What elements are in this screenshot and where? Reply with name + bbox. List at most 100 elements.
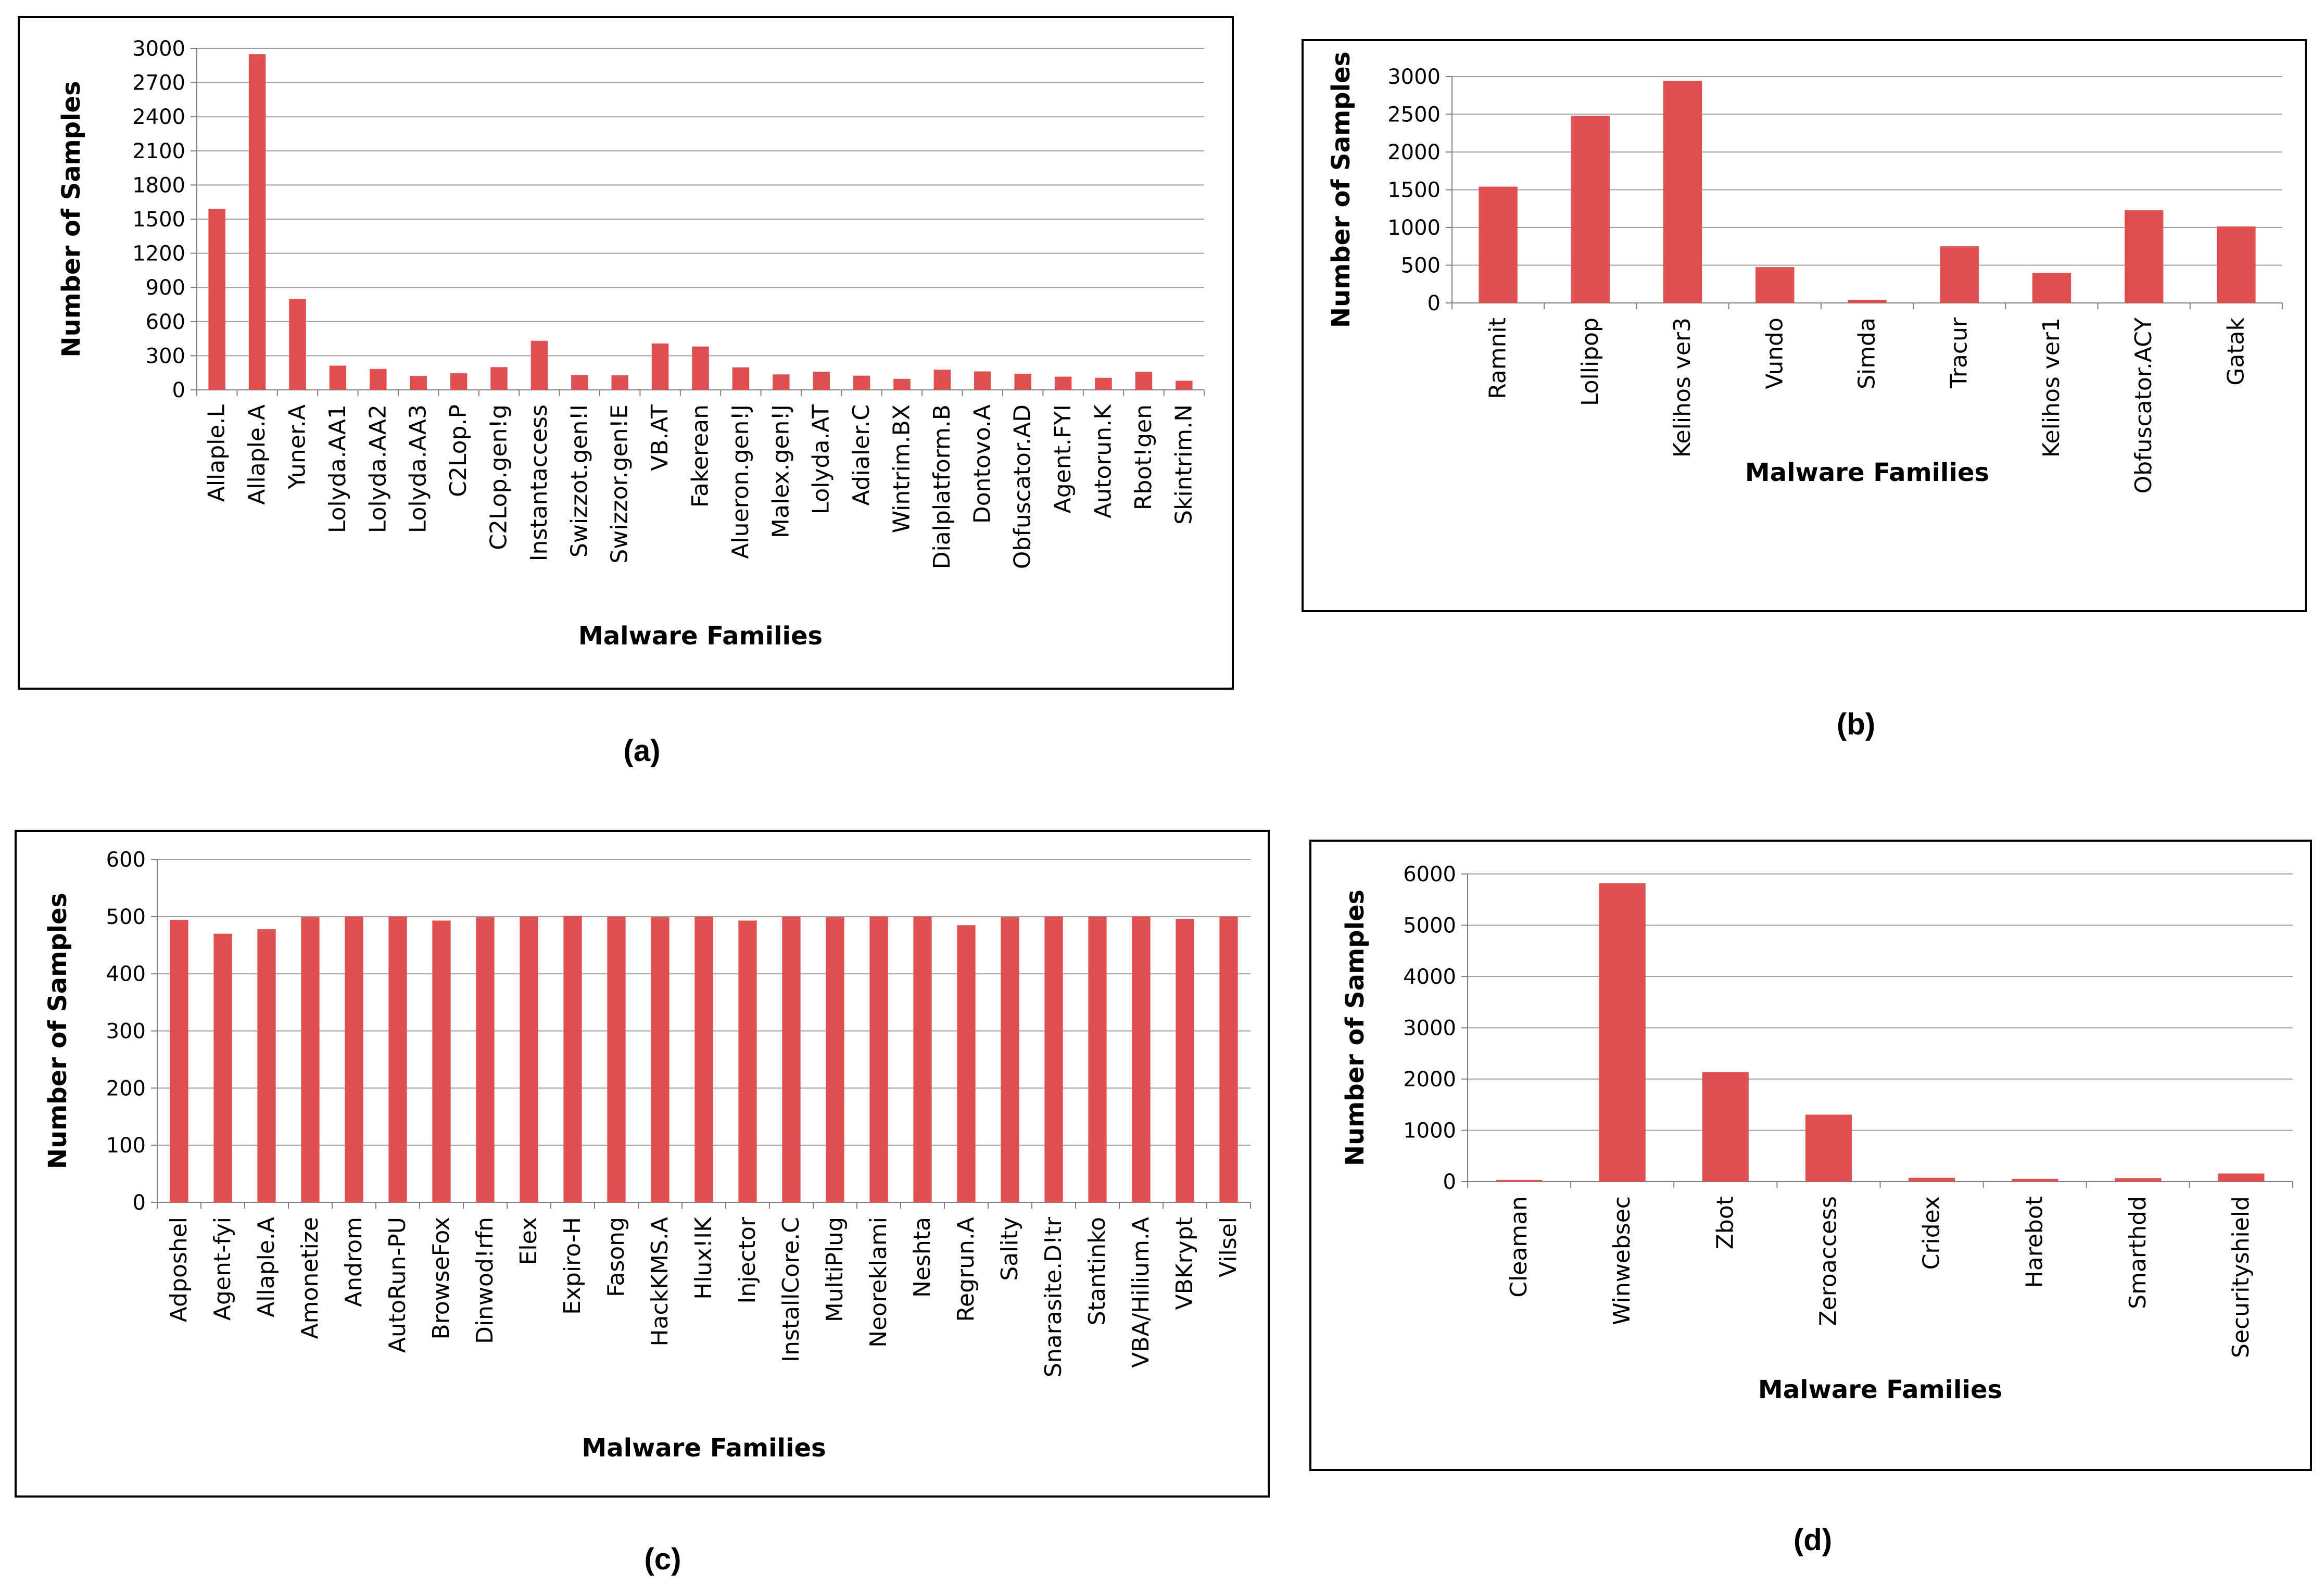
- bar-c-12: [694, 916, 713, 1202]
- category-label-a: Agent.FYI: [1050, 404, 1076, 513]
- bar-b-3: [1755, 267, 1795, 303]
- category-label-c: AutoRun-PU: [384, 1217, 411, 1353]
- bar-b-1: [1571, 116, 1610, 303]
- bar-d-1: [1599, 883, 1646, 1182]
- bar-b-6: [2032, 273, 2072, 303]
- category-label-c: Allaple.A: [253, 1217, 280, 1317]
- x-axis-title-d: Malware Families: [1758, 1375, 2002, 1404]
- y-tick-label-b: 3000: [1387, 65, 1441, 89]
- category-label-a: Allaple.L: [204, 404, 230, 502]
- bar-a-0: [208, 209, 225, 390]
- category-label-d: Winwebsec: [1609, 1196, 1635, 1325]
- bar-a-9: [571, 375, 588, 390]
- y-tick-label-a: 2700: [132, 71, 185, 95]
- bar-c-7: [476, 917, 495, 1202]
- bar-c-15: [826, 917, 844, 1202]
- category-label-a: Lolyda.AT: [808, 404, 835, 514]
- category-label-c: InstallCore.C: [778, 1217, 804, 1362]
- category-label-c: Androm: [340, 1217, 367, 1307]
- bar-b-8: [2217, 226, 2256, 303]
- category-label-b: Kelihos ver1: [2038, 318, 2065, 458]
- bar-a-2: [289, 299, 306, 390]
- bar-a-12: [692, 346, 709, 390]
- category-label-a: Swizzot.gen!I: [566, 404, 592, 557]
- caption-b: (b): [1836, 707, 1876, 741]
- category-label-c: Vilsel: [1215, 1217, 1242, 1277]
- y-tick-label-c: 0: [133, 1191, 146, 1215]
- category-label-d: Cleaman: [1506, 1196, 1532, 1298]
- bar-d-2: [1702, 1072, 1749, 1182]
- bar-a-10: [611, 375, 628, 390]
- bar-a-19: [974, 371, 991, 390]
- chart-c-panel: 0 100 200 300 400 500 600 Adposhel Agent-fyi Alla…: [15, 830, 1270, 1498]
- x-axis-title-c: Malware Families: [582, 1434, 826, 1463]
- category-label-a: Allaple.A: [244, 404, 270, 505]
- caption-c: (c): [644, 1542, 681, 1576]
- category-label-d: Zbot: [1712, 1196, 1738, 1249]
- y-tick-label-b: 2500: [1387, 103, 1441, 127]
- category-label-a: C2Lop.P: [445, 404, 472, 497]
- bar-c-23: [1176, 919, 1194, 1202]
- y-tick-label-b: 2000: [1387, 141, 1441, 164]
- y-tick-label-a: 600: [146, 310, 185, 334]
- x-axis-title-a: Malware Families: [578, 622, 823, 651]
- y-tick-label-a: 900: [146, 276, 185, 300]
- bar-b-4: [1848, 299, 1887, 303]
- y-tick-label-b: 1000: [1387, 216, 1441, 240]
- chart-a: 0 300 600 900 1200 1500 1800 2100 2400 2700 3000 Al…: [57, 37, 1205, 651]
- bar-d-4: [1908, 1177, 1955, 1182]
- bar-c-5: [388, 916, 407, 1202]
- category-label-c: Elex: [515, 1217, 542, 1265]
- bar-a-23: [1135, 372, 1153, 390]
- y-axis-title-a: Number of Samples: [57, 81, 86, 357]
- category-label-c: Snarasite.D!tr: [1040, 1216, 1067, 1377]
- bar-c-9: [563, 916, 582, 1202]
- y-axis-title-b: Number of Samples: [1327, 52, 1356, 328]
- category-label-a: VB.AT: [647, 404, 673, 471]
- y-tick-label-a: 0: [172, 378, 185, 402]
- bar-d-0: [1496, 1180, 1543, 1182]
- y-tick-label-a: 1800: [132, 173, 185, 197]
- bar-c-21: [1088, 916, 1107, 1202]
- y-tick-label-d: 4000: [1403, 965, 1456, 989]
- bar-c-16: [869, 916, 888, 1202]
- bar-a-13: [732, 367, 750, 390]
- category-label-a: Alueron.gen!J: [727, 404, 754, 559]
- bar-d-5: [2012, 1178, 2058, 1182]
- y-axis-title-d: Number of Samples: [1341, 890, 1370, 1166]
- category-label-b: Simda: [1854, 318, 1880, 389]
- bar-c-6: [432, 920, 451, 1202]
- chart-a-panel: 0 300 600 900 1200 1500 1800 2100 2400 2700 3000 Al…: [18, 16, 1234, 690]
- category-label-c: Agent-fyi: [209, 1217, 236, 1321]
- bar-c-24: [1219, 916, 1238, 1202]
- bar-a-8: [531, 340, 548, 390]
- category-label-b: Tracur: [1946, 317, 1973, 389]
- bar-a-18: [933, 370, 951, 390]
- category-label-a: Instantaccess: [526, 404, 552, 561]
- y-tick-label-c: 600: [106, 848, 146, 872]
- category-label-a: Malex.gen!J: [767, 404, 794, 538]
- category-label-a: Dontovo.A: [969, 404, 995, 524]
- x-axis-title-b: Malware Families: [1745, 458, 1989, 487]
- category-label-a: Rbot!gen: [1130, 404, 1157, 510]
- category-label-c: Neshta: [909, 1217, 936, 1298]
- category-label-c: Sality: [996, 1217, 1023, 1281]
- bar-c-2: [257, 929, 276, 1202]
- bar-a-1: [248, 54, 266, 390]
- y-tick-label-c: 100: [106, 1134, 146, 1158]
- bar-d-3: [1805, 1114, 1852, 1182]
- y-axis-title-c: Number of Samples: [43, 893, 72, 1169]
- category-label-a: Yuner.A: [284, 404, 311, 490]
- y-tick-label-a: 1500: [132, 208, 185, 232]
- y-tick-label-c: 500: [106, 905, 146, 929]
- category-label-a: Lolyda.AA2: [364, 404, 391, 533]
- y-tick-label-c: 200: [106, 1076, 146, 1100]
- category-label-a: Adialer.C: [848, 404, 875, 506]
- y-tick-label-b: 0: [1428, 291, 1441, 315]
- category-label-a: Wintrim.BX: [889, 404, 915, 533]
- y-tick-label-a: 2400: [132, 105, 185, 129]
- category-label-a: Obfuscator.AD: [1009, 404, 1036, 569]
- bar-a-21: [1054, 376, 1072, 390]
- bar-c-10: [607, 916, 626, 1202]
- bar-b-5: [1940, 246, 1979, 303]
